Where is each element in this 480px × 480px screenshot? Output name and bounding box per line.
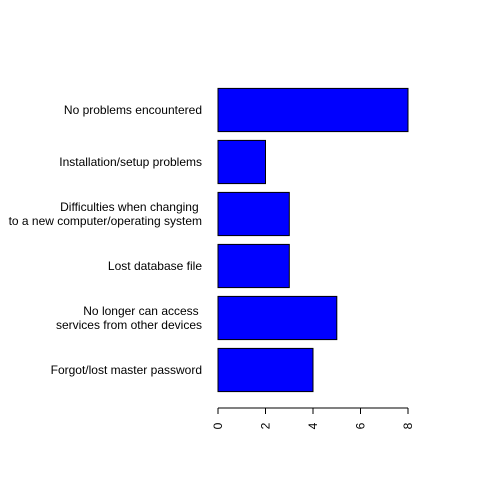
category-label: Difficulties when changing to a new comp… (9, 200, 202, 228)
x-tick-label: 6 (354, 422, 368, 429)
x-tick-label: 2 (259, 422, 273, 429)
category-label: Installation/setup problems (59, 155, 202, 169)
category-label: No problems encountered (64, 103, 202, 117)
category-labels-group: No problems encountered Installation/setu… (9, 103, 203, 377)
bar (217, 191, 290, 237)
bar (217, 347, 314, 393)
x-tick-label: 8 (401, 422, 415, 429)
bar (217, 87, 409, 133)
category-label: No longer can access services from other… (56, 304, 202, 332)
x-tick-label: 0 (211, 422, 225, 429)
x-tick-label: 4 (306, 422, 320, 429)
category-label-line: No problems encountered (64, 103, 202, 117)
bar (217, 139, 266, 185)
category-label-line: Lost database file (108, 259, 202, 273)
bar (217, 243, 290, 289)
category-label: Forgot/lost master password (51, 363, 202, 377)
category-label-line: to a new computer/operating system (9, 214, 202, 228)
bar (217, 295, 338, 341)
category-label-line: No longer can access (83, 304, 202, 318)
category-label-line: Difficulties when changing (60, 200, 202, 214)
category-label-line: Installation/setup problems (59, 155, 202, 169)
bars-group (217, 87, 409, 393)
category-label: Lost database file (108, 259, 202, 273)
category-label-line: Forgot/lost master password (51, 363, 202, 377)
x-axis: 0 2 4 6 8 (211, 407, 415, 429)
category-label-line: services from other devices (56, 318, 202, 332)
